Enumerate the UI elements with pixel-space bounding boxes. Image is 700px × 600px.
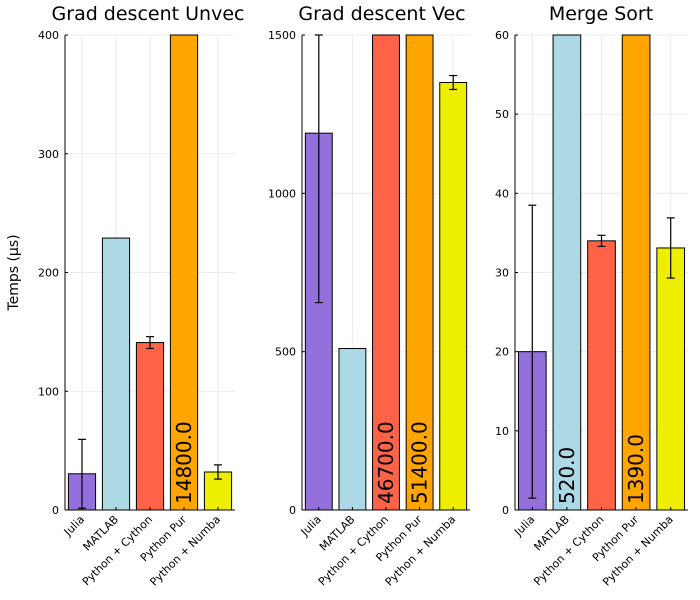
y-tick-label: 200 bbox=[38, 267, 59, 280]
y-tick-label: 500 bbox=[275, 346, 296, 359]
y-tick-label: 100 bbox=[38, 385, 59, 398]
bar-matlab bbox=[101, 237, 131, 511]
error-bar bbox=[214, 464, 222, 480]
y-tick-label: 20 bbox=[495, 346, 509, 359]
error-bar bbox=[597, 234, 606, 247]
y-tick-label: 1500 bbox=[268, 29, 296, 42]
bar-matlab bbox=[338, 348, 367, 511]
y-tick-label: 1000 bbox=[268, 187, 296, 200]
y-tick-label: 400 bbox=[38, 29, 59, 42]
y-tick-label: 0 bbox=[502, 504, 509, 517]
bar-python-pur bbox=[405, 34, 434, 511]
bar-python-cython bbox=[135, 342, 165, 511]
data-label: 14800.0 bbox=[172, 421, 196, 504]
error-bar bbox=[666, 217, 675, 279]
y-tick-label: 0 bbox=[289, 504, 296, 517]
error-bar bbox=[314, 34, 323, 304]
y-tick-label: 30 bbox=[495, 267, 509, 280]
y-tick-label: 60 bbox=[495, 29, 509, 42]
data-label: 46700.0 bbox=[374, 421, 398, 504]
error-bar bbox=[449, 74, 458, 91]
chart-title: Grad descent Vec bbox=[298, 3, 465, 25]
bar-python-cython bbox=[372, 34, 400, 511]
chart-title: Grad descent Unvec bbox=[52, 3, 245, 25]
y-tick-label: 10 bbox=[495, 425, 509, 438]
y-tick-label: 40 bbox=[495, 187, 509, 200]
bar-python-numba bbox=[439, 82, 468, 511]
bar-python-cython bbox=[587, 240, 616, 511]
bar-python-pur bbox=[621, 34, 651, 511]
data-label: 51400.0 bbox=[408, 421, 432, 504]
chart-title: Merge Sort bbox=[549, 3, 653, 25]
y-axis-label: Temps (µs) bbox=[6, 234, 22, 311]
bar-python-numba bbox=[656, 247, 686, 511]
error-bar bbox=[528, 204, 537, 499]
y-tick-label: 0 bbox=[52, 504, 59, 517]
error-bar bbox=[146, 336, 154, 350]
y-tick-label: 300 bbox=[38, 148, 59, 161]
data-label: 520.0 bbox=[555, 447, 579, 504]
data-label: 1390.0 bbox=[624, 434, 648, 504]
bar-matlab bbox=[552, 34, 582, 511]
y-tick-label: 50 bbox=[495, 108, 509, 121]
